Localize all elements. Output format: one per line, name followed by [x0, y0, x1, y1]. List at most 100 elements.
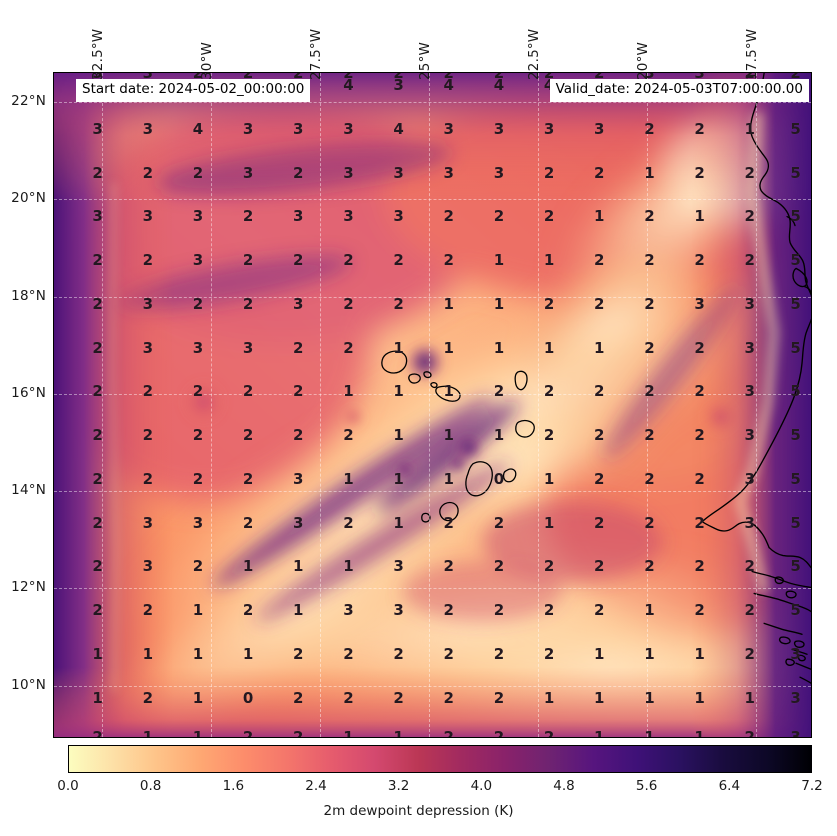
value-label: 2 [694, 426, 705, 445]
value-label: 2 [644, 338, 655, 357]
value-label: 2 [644, 426, 655, 445]
value-label: 2 [694, 163, 705, 182]
value-label: 2 [443, 688, 454, 707]
value-label: 2 [443, 513, 454, 532]
value-label: 3 [393, 601, 404, 620]
value-label: 1 [192, 688, 204, 707]
value-label: 2 [594, 72, 605, 82]
value-label: 2 [92, 251, 103, 270]
value-label: 2 [493, 382, 505, 401]
value-label: 5 [790, 469, 801, 488]
value-label: 1 [443, 382, 454, 401]
value-label: 2 [343, 72, 354, 82]
value-label: 2 [493, 207, 505, 226]
value-label: 2 [343, 338, 354, 357]
y-tick-label: 22°N [11, 93, 46, 110]
value-label: 3 [343, 119, 354, 138]
value-label: 2 [644, 382, 655, 401]
value-label: 1 [443, 426, 454, 445]
value-label: 1 [644, 688, 655, 707]
value-label: 2 [594, 469, 605, 488]
value-label: 4 [343, 76, 354, 95]
value-label: 2 [92, 426, 103, 445]
value-label: 1 [92, 688, 103, 707]
value-label: 1 [694, 207, 705, 226]
value-label: 1 [694, 644, 705, 663]
value-label: 1 [393, 382, 404, 401]
value-label: 3 [142, 119, 153, 138]
value-label: 2 [443, 251, 454, 270]
value-label: 4 [443, 76, 454, 95]
value-label: 1 [393, 338, 404, 357]
value-label: 2 [644, 469, 655, 488]
value-label: 2 [543, 294, 555, 313]
value-label: 2 [744, 727, 755, 738]
value-label: 2 [594, 382, 605, 401]
value-label: 1 [192, 601, 204, 620]
value-label: 1 [543, 338, 555, 357]
dewpoint-depression-field [54, 73, 811, 737]
value-label: 2 [92, 601, 103, 620]
value-label: 1 [594, 338, 605, 357]
value-label: 2 [493, 601, 505, 620]
value-label: 3 [393, 557, 404, 576]
value-label: 3 [242, 338, 254, 357]
value-label: 1 [543, 469, 555, 488]
value-label: 2 [644, 251, 655, 270]
value-label: 3 [744, 426, 755, 445]
map-plot-area[interactable]: 3444443444332253343334333322152223233332… [53, 72, 812, 738]
value-label: 2 [543, 601, 555, 620]
value-label: 3 [443, 163, 454, 182]
value-label: 3 [192, 207, 204, 226]
value-label: 1 [493, 294, 505, 313]
value-label: 2 [594, 426, 605, 445]
value-label: 2 [393, 688, 404, 707]
value-label: 1 [543, 251, 555, 270]
value-label: 5 [790, 601, 801, 620]
value-label: 2 [443, 72, 454, 82]
value-label: 1 [493, 426, 505, 445]
colorbar-tick-label: 3.2 [387, 778, 410, 794]
colorbar-tick-label: 0.0 [57, 778, 79, 794]
value-label: 2 [142, 601, 153, 620]
value-label: 2 [543, 426, 555, 445]
value-label: 3 [293, 513, 304, 532]
value-label: 2 [644, 119, 655, 138]
value-label: 3 [92, 119, 103, 138]
value-label: 2 [92, 294, 103, 313]
value-label: 2 [543, 207, 555, 226]
colorbar-tick-label: 5.6 [635, 778, 658, 794]
value-label: 2 [493, 72, 505, 82]
value-label: 2 [242, 72, 254, 82]
value-label: 5 [790, 251, 801, 270]
value-label: 5 [790, 426, 801, 445]
value-label: 2 [493, 557, 505, 576]
value-label: 3 [242, 163, 254, 182]
value-label: 3 [142, 513, 153, 532]
value-label: 5 [790, 513, 801, 532]
value-label: 3 [142, 294, 153, 313]
value-label: 1 [142, 727, 153, 738]
value-label: 0 [493, 469, 505, 488]
value-label: 2 [293, 72, 304, 82]
value-label: 3 [293, 119, 304, 138]
value-label: 2 [594, 294, 605, 313]
value-label: 3 [543, 119, 555, 138]
value-label: 3 [744, 469, 755, 488]
colorbar[interactable] [68, 745, 812, 773]
colorbar-tick-label: 2.4 [305, 778, 327, 794]
value-label: 1 [343, 382, 354, 401]
value-label: 1 [493, 338, 505, 357]
value-label: 2 [594, 601, 605, 620]
y-tick-label: 18°N [11, 287, 46, 304]
value-label: 3 [242, 119, 254, 138]
value-label: 2 [393, 294, 404, 313]
value-label: 3 [92, 207, 103, 226]
value-label: 2 [694, 251, 705, 270]
value-label: 2 [242, 727, 254, 738]
x-tick-label: 25°W [417, 41, 434, 80]
value-label: 2 [493, 644, 505, 663]
value-label: 1 [594, 727, 605, 738]
value-label: 2 [443, 207, 454, 226]
value-label: 2 [694, 382, 705, 401]
